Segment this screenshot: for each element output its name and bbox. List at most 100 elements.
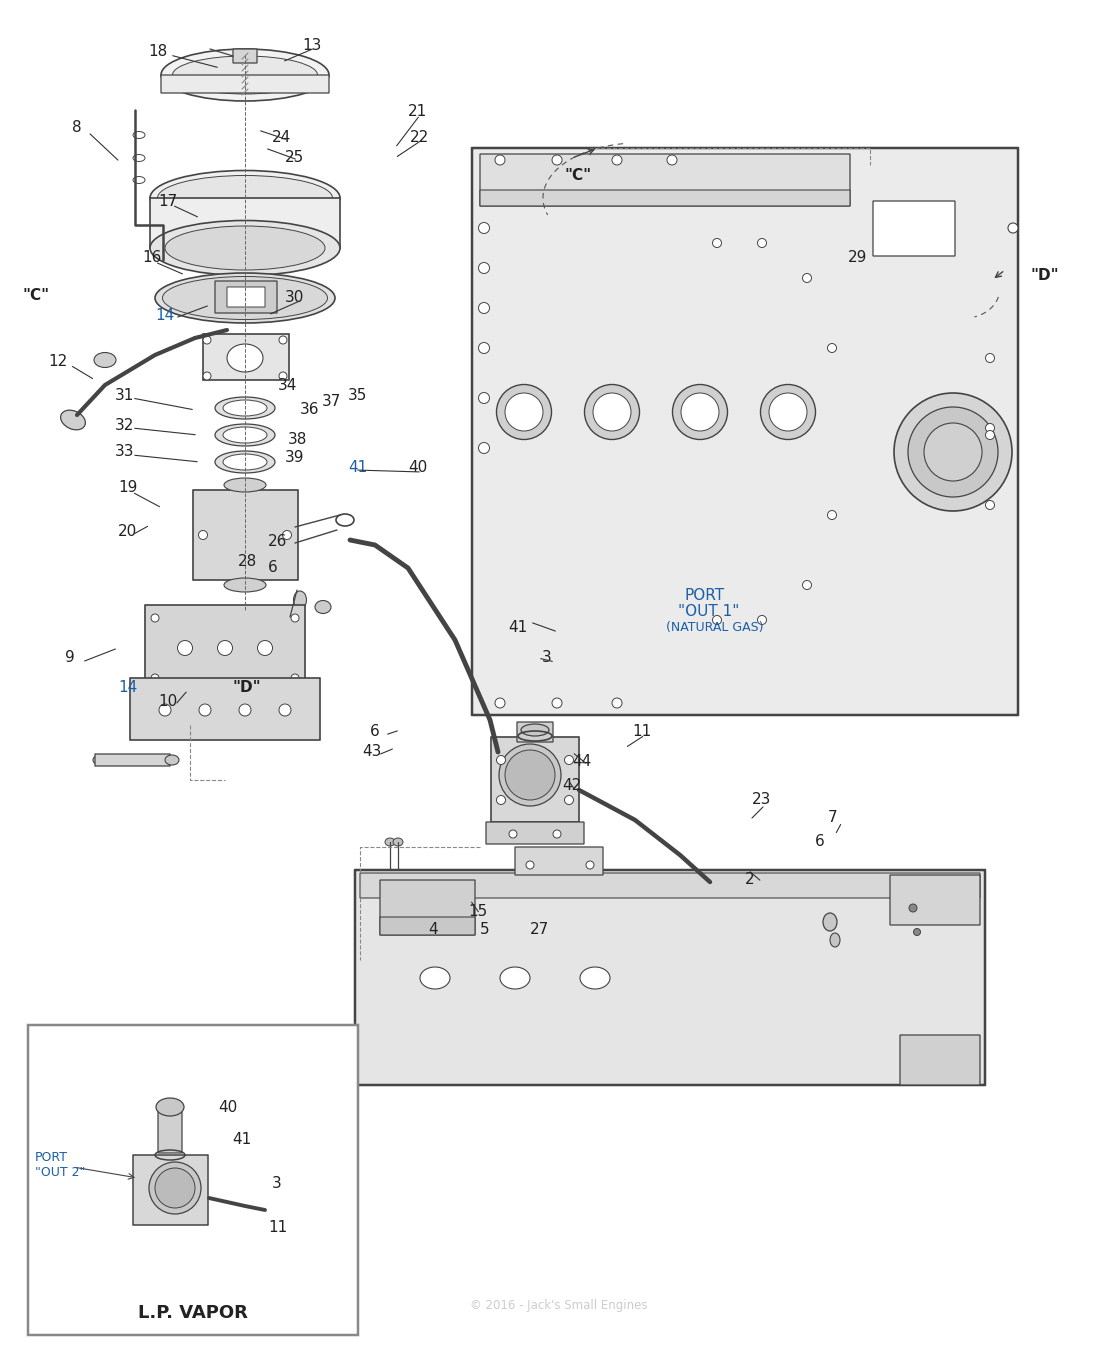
Text: 35: 35 [348, 387, 367, 402]
Ellipse shape [279, 336, 286, 344]
Text: 30: 30 [285, 291, 304, 306]
FancyBboxPatch shape [227, 287, 265, 307]
Ellipse shape [151, 614, 159, 622]
Ellipse shape [223, 428, 267, 442]
Text: 41: 41 [508, 621, 527, 636]
Text: 29: 29 [848, 250, 867, 265]
Text: 20: 20 [117, 525, 138, 540]
Ellipse shape [291, 674, 299, 682]
FancyBboxPatch shape [900, 1035, 980, 1085]
Text: 4: 4 [427, 923, 438, 938]
Ellipse shape [894, 392, 1012, 511]
Text: (NATURAL GAS): (NATURAL GAS) [666, 621, 763, 635]
FancyBboxPatch shape [515, 847, 603, 875]
Text: 37: 37 [322, 395, 341, 410]
Ellipse shape [913, 928, 921, 935]
FancyBboxPatch shape [480, 189, 850, 206]
Text: 6: 6 [815, 835, 825, 850]
Ellipse shape [162, 276, 328, 319]
FancyBboxPatch shape [480, 154, 850, 206]
FancyBboxPatch shape [192, 490, 298, 580]
Text: 42: 42 [562, 778, 581, 793]
Ellipse shape [420, 967, 450, 989]
Ellipse shape [291, 614, 299, 622]
Ellipse shape [761, 384, 816, 440]
Ellipse shape [133, 154, 145, 161]
Ellipse shape [552, 698, 562, 708]
Text: 23: 23 [752, 793, 771, 808]
Ellipse shape [172, 55, 318, 93]
Ellipse shape [612, 698, 622, 708]
Text: 38: 38 [288, 433, 308, 448]
FancyBboxPatch shape [133, 1155, 208, 1224]
Ellipse shape [279, 704, 291, 716]
Ellipse shape [479, 303, 489, 314]
Text: 27: 27 [530, 923, 549, 938]
Text: 41: 41 [232, 1132, 252, 1147]
Ellipse shape [479, 262, 489, 273]
FancyBboxPatch shape [215, 281, 278, 313]
Ellipse shape [586, 861, 594, 869]
Text: "D": "D" [232, 681, 261, 695]
FancyBboxPatch shape [517, 723, 553, 741]
Ellipse shape [827, 344, 837, 353]
Ellipse shape [500, 967, 530, 989]
Ellipse shape [203, 372, 211, 380]
Ellipse shape [584, 384, 639, 440]
Text: 11: 11 [632, 724, 651, 740]
Text: 18: 18 [148, 45, 167, 60]
Text: 12: 12 [48, 354, 67, 369]
Text: 21: 21 [408, 104, 427, 119]
Ellipse shape [667, 156, 677, 165]
Ellipse shape [479, 342, 489, 353]
Ellipse shape [156, 1099, 184, 1116]
Ellipse shape [203, 336, 211, 344]
Ellipse shape [156, 273, 335, 323]
Ellipse shape [215, 396, 275, 419]
Text: 39: 39 [285, 451, 304, 465]
Ellipse shape [986, 501, 995, 510]
Ellipse shape [293, 591, 307, 609]
Ellipse shape [681, 392, 720, 432]
Ellipse shape [769, 392, 807, 432]
Ellipse shape [159, 704, 171, 716]
FancyBboxPatch shape [161, 74, 329, 93]
Ellipse shape [497, 755, 506, 764]
Ellipse shape [282, 530, 292, 540]
Text: 3: 3 [272, 1176, 282, 1191]
Ellipse shape [526, 861, 534, 869]
Ellipse shape [612, 156, 622, 165]
Ellipse shape [150, 170, 340, 226]
Text: 40: 40 [408, 460, 427, 475]
Ellipse shape [93, 755, 107, 764]
Ellipse shape [199, 704, 211, 716]
Ellipse shape [593, 392, 631, 432]
Text: 6: 6 [370, 724, 379, 740]
Ellipse shape [479, 222, 489, 234]
FancyBboxPatch shape [150, 198, 340, 248]
Ellipse shape [758, 238, 767, 248]
Text: 34: 34 [278, 377, 298, 392]
Ellipse shape [497, 384, 552, 440]
Ellipse shape [505, 750, 555, 800]
Ellipse shape [150, 221, 340, 276]
Text: 17: 17 [158, 195, 177, 210]
Ellipse shape [908, 407, 998, 497]
Ellipse shape [713, 616, 722, 625]
Ellipse shape [224, 578, 266, 593]
Text: 14: 14 [117, 681, 138, 695]
Ellipse shape [133, 176, 145, 184]
Text: PORT: PORT [685, 587, 725, 602]
Ellipse shape [509, 829, 517, 838]
Ellipse shape [580, 967, 610, 989]
Ellipse shape [279, 372, 286, 380]
Text: 5: 5 [480, 923, 490, 938]
Ellipse shape [505, 392, 543, 432]
Ellipse shape [217, 640, 233, 655]
Ellipse shape [164, 226, 325, 271]
Ellipse shape [94, 353, 116, 368]
Text: 13: 13 [302, 38, 321, 53]
Ellipse shape [497, 796, 506, 805]
Text: 15: 15 [468, 905, 487, 920]
Ellipse shape [827, 510, 837, 520]
